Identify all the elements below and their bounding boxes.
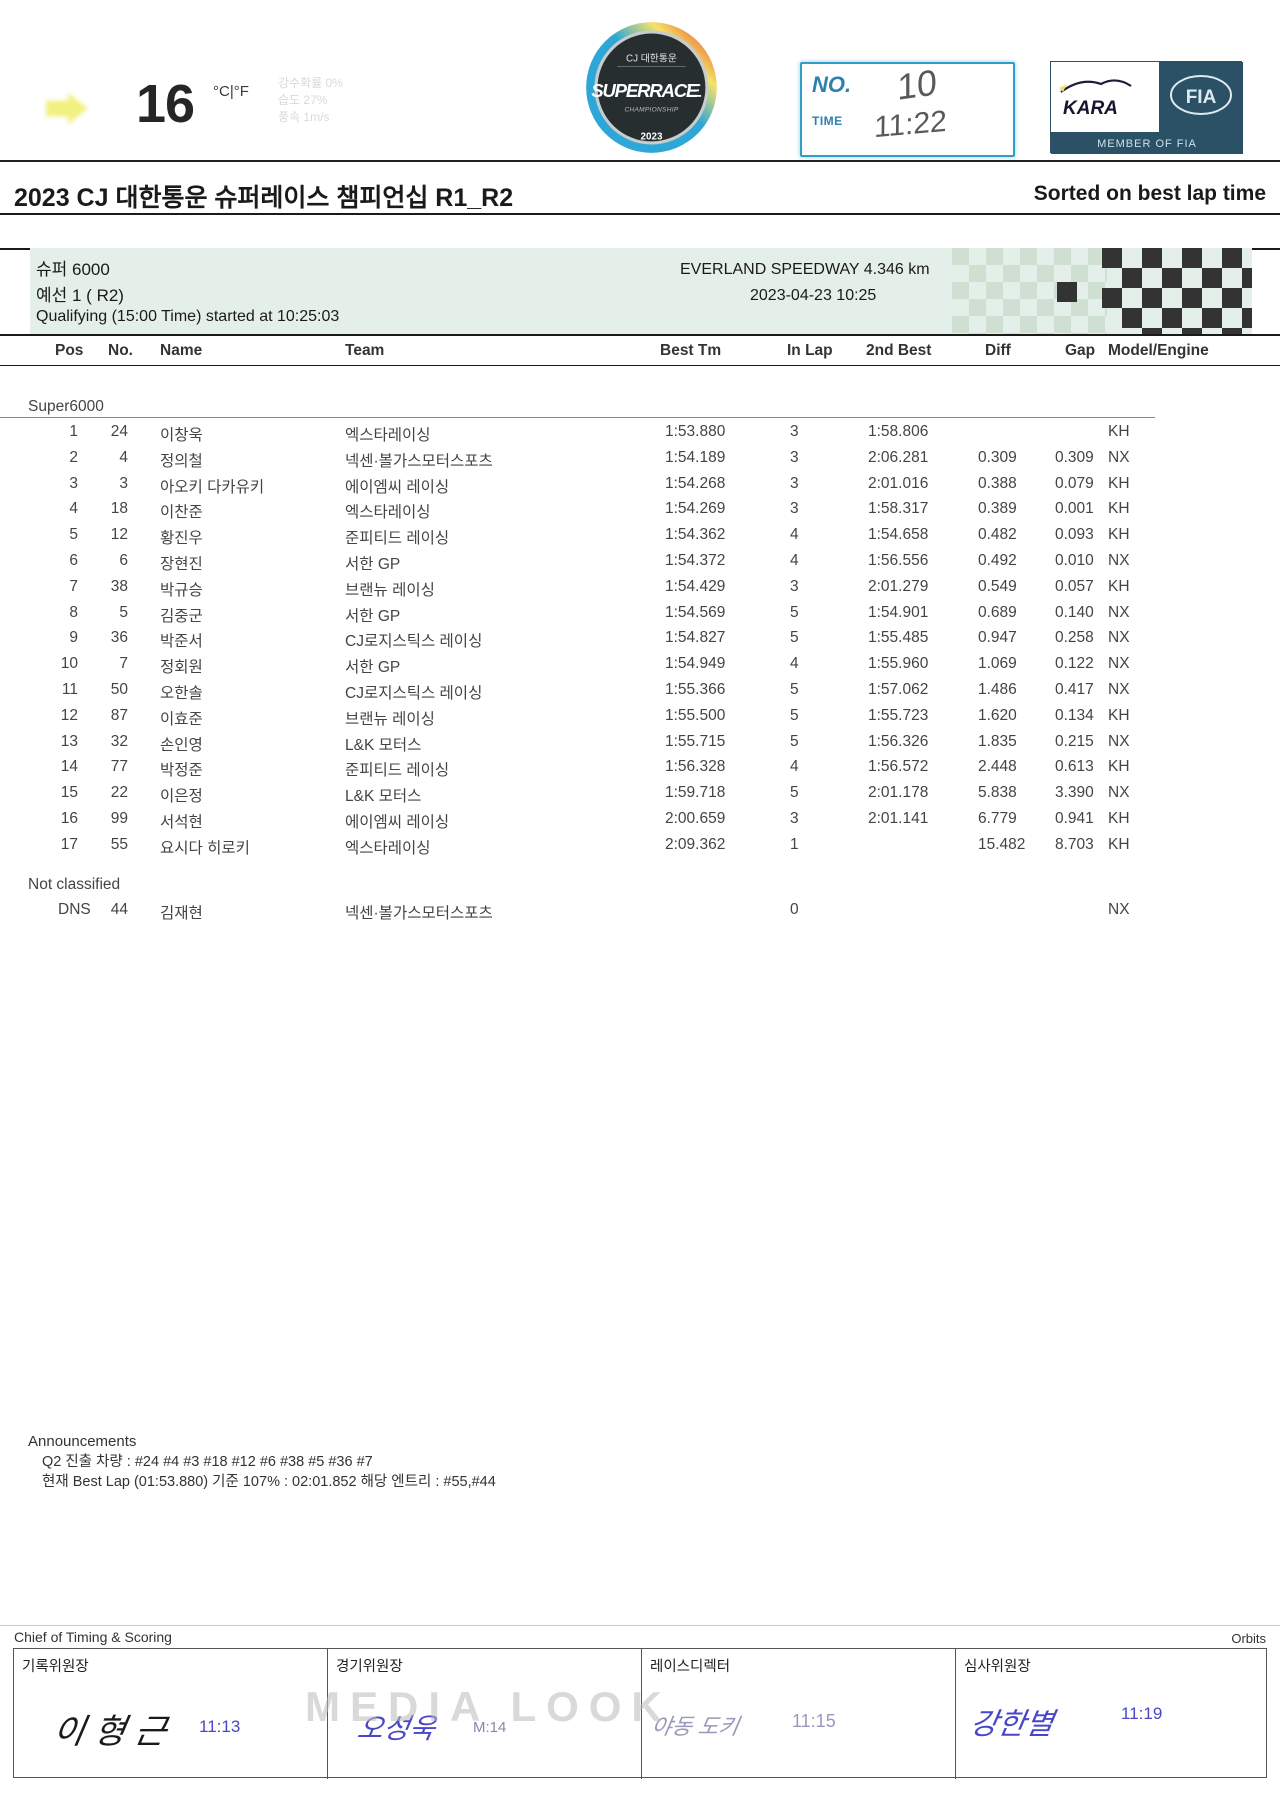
svg-text:三: 三: [686, 83, 702, 100]
svg-text:CJ 대한통운: CJ 대한통운: [626, 53, 677, 65]
svg-text:MEMBER OF FIA: MEMBER OF FIA: [1097, 138, 1197, 150]
svg-text:2023: 2023: [641, 131, 663, 142]
svg-text:CHAMPIONSHIP: CHAMPIONSHIP: [624, 106, 678, 113]
svg-text:SUPERRACE: SUPERRACE: [591, 80, 699, 101]
svg-text:KARA: KARA: [1063, 98, 1118, 119]
svg-text:FIA: FIA: [1186, 87, 1217, 108]
